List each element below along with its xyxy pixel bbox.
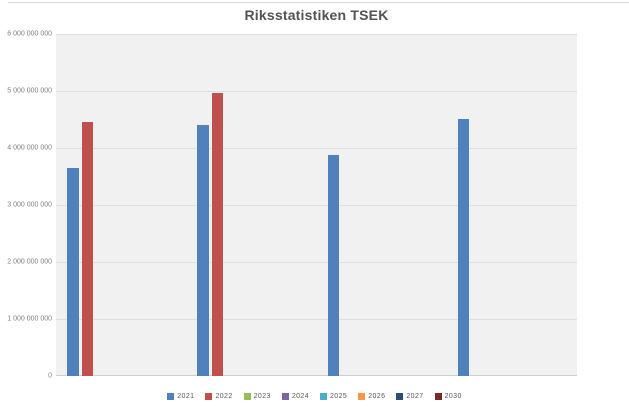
legend-swatch-2023 <box>243 392 251 400</box>
gridline <box>56 262 577 263</box>
legend-swatch-2027 <box>396 392 404 400</box>
top-border-line <box>8 2 629 3</box>
y-axis-tick-label: 6 000 000 000 <box>7 30 52 38</box>
y-axis-tick-label: 1 000 000 000 <box>7 315 52 323</box>
bar-2022-cat2[interactable] <box>211 93 224 376</box>
gridline <box>56 319 577 320</box>
legend-item-2024[interactable]: 2024 <box>281 392 309 400</box>
legend-label: 2025 <box>330 392 348 400</box>
y-axis-tick-label: 5 000 000 000 <box>7 87 52 95</box>
gridline <box>56 148 577 149</box>
legend-item-2026[interactable]: 2026 <box>358 392 386 400</box>
legend-label: 2022 <box>215 392 233 400</box>
legend-swatch-2022 <box>205 392 213 400</box>
legend-item-2030[interactable]: 2030 <box>434 392 462 400</box>
x-axis-line <box>56 375 577 376</box>
legend-swatch-2026 <box>358 392 366 400</box>
y-axis-tick-label: 3 000 000 000 <box>7 201 52 209</box>
y-axis-tick-label: 0 <box>48 372 52 380</box>
chart-title: Riksstatistiken TSEK <box>244 7 389 23</box>
legend-label: 2027 <box>406 392 424 400</box>
legend-item-2021[interactable]: 2021 <box>167 392 195 400</box>
gridline <box>56 91 577 92</box>
legend-label: 2026 <box>368 392 386 400</box>
legend-label: 2023 <box>253 392 271 400</box>
legend-label: 2030 <box>444 392 462 400</box>
legend-item-2023[interactable]: 2023 <box>243 392 271 400</box>
legend-swatch-2024 <box>281 392 289 400</box>
legend-item-2025[interactable]: 2025 <box>320 392 348 400</box>
bar-2021-cat2[interactable] <box>197 125 209 376</box>
legend-item-2027[interactable]: 2027 <box>396 392 424 400</box>
bar-2021-cat4[interactable] <box>457 119 470 376</box>
bar-2022-cat1[interactable] <box>81 122 93 376</box>
plot-area <box>56 34 577 376</box>
legend-swatch-2030 <box>434 392 442 400</box>
legend-swatch-2025 <box>320 392 327 400</box>
legend-label: 2021 <box>177 392 195 400</box>
bar-2021-cat3[interactable] <box>327 155 339 376</box>
legend: 2021 2022 2023 2024 2025 2026 2027 2030 <box>0 389 629 403</box>
y-axis: 0 1 000 000 000 2 000 000 000 3 000 000 000… <box>0 0 52 415</box>
gridline <box>56 34 577 35</box>
legend-swatch-2021 <box>167 392 175 400</box>
legend-label: 2024 <box>291 392 309 400</box>
legend-item-2022[interactable]: 2022 <box>205 392 233 400</box>
y-axis-tick-label: 4 000 000 000 <box>7 144 52 152</box>
y-axis-tick-label: 2 000 000 000 <box>7 258 52 266</box>
gridline <box>56 205 577 206</box>
bar-2021-cat1[interactable] <box>67 168 79 376</box>
